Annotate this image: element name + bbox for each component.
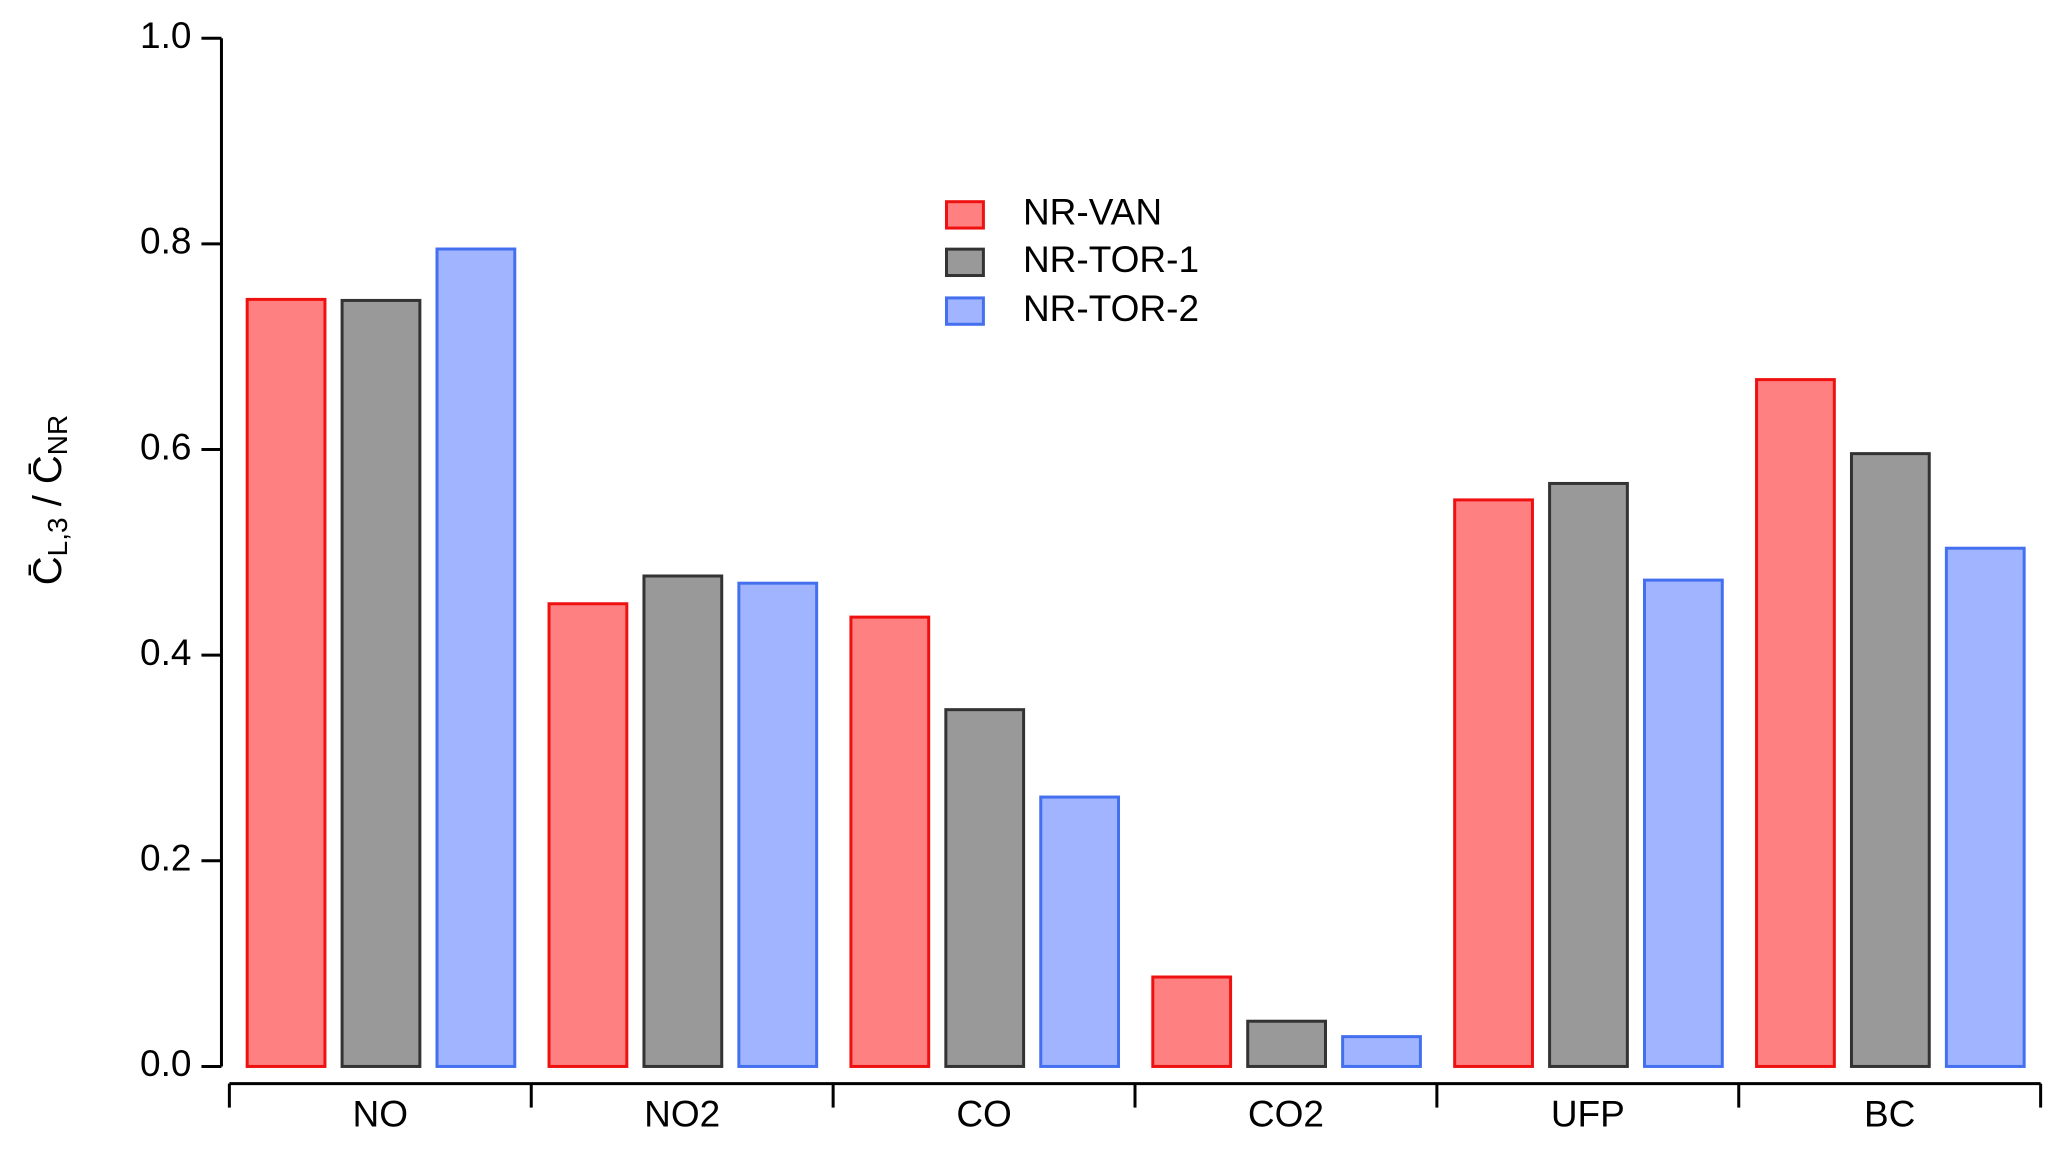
legend-label: NR-TOR-1 xyxy=(1023,239,1199,280)
legend-swatch xyxy=(944,200,985,230)
y-tick-label: 0.0 xyxy=(140,1043,191,1084)
legend-swatch xyxy=(944,296,985,326)
legend-label: NR-VAN xyxy=(1023,192,1162,233)
bar xyxy=(1849,452,1931,1068)
y-label-sub: L,3 xyxy=(42,517,73,556)
bar xyxy=(1039,795,1121,1068)
y-tick-label: 0.4 xyxy=(140,632,191,673)
bar xyxy=(1643,578,1724,1068)
bar xyxy=(435,247,517,1068)
bar xyxy=(1548,481,1629,1068)
y-tick-label: 0.8 xyxy=(140,221,191,262)
y-tick-label: 1.0 xyxy=(140,15,191,56)
bar xyxy=(642,574,724,1068)
bar xyxy=(849,615,931,1068)
y-tick-label: 0.2 xyxy=(140,838,191,879)
bar xyxy=(340,298,422,1068)
bar xyxy=(1944,546,2026,1068)
bar xyxy=(1246,1019,1327,1068)
x-tick-label: CO xyxy=(956,1093,1012,1134)
x-tick-label: CO2 xyxy=(1248,1093,1324,1134)
y-axis-label: C̄L,3 / C̄NR xyxy=(26,415,74,586)
bar xyxy=(1755,378,1836,1068)
y-label-part: C̄ xyxy=(26,556,70,585)
bar xyxy=(1341,1035,1422,1068)
bar xyxy=(1453,498,1534,1068)
bar xyxy=(944,708,1026,1068)
bar xyxy=(1151,975,1233,1068)
bar xyxy=(547,602,629,1068)
legend-label: NR-TOR-2 xyxy=(1023,288,1199,329)
x-tick-label: BC xyxy=(1864,1093,1915,1134)
legend-swatch xyxy=(944,247,985,278)
x-tick-label: NO xyxy=(353,1093,409,1134)
bar xyxy=(737,581,819,1068)
y-tick-label: 0.6 xyxy=(140,426,191,467)
y-label-sub: NR xyxy=(42,415,73,455)
bar xyxy=(245,297,327,1068)
x-tick-label: UFP xyxy=(1551,1093,1625,1134)
y-label-part: / C̄ xyxy=(26,455,70,517)
x-tick-label: NO2 xyxy=(644,1093,720,1134)
